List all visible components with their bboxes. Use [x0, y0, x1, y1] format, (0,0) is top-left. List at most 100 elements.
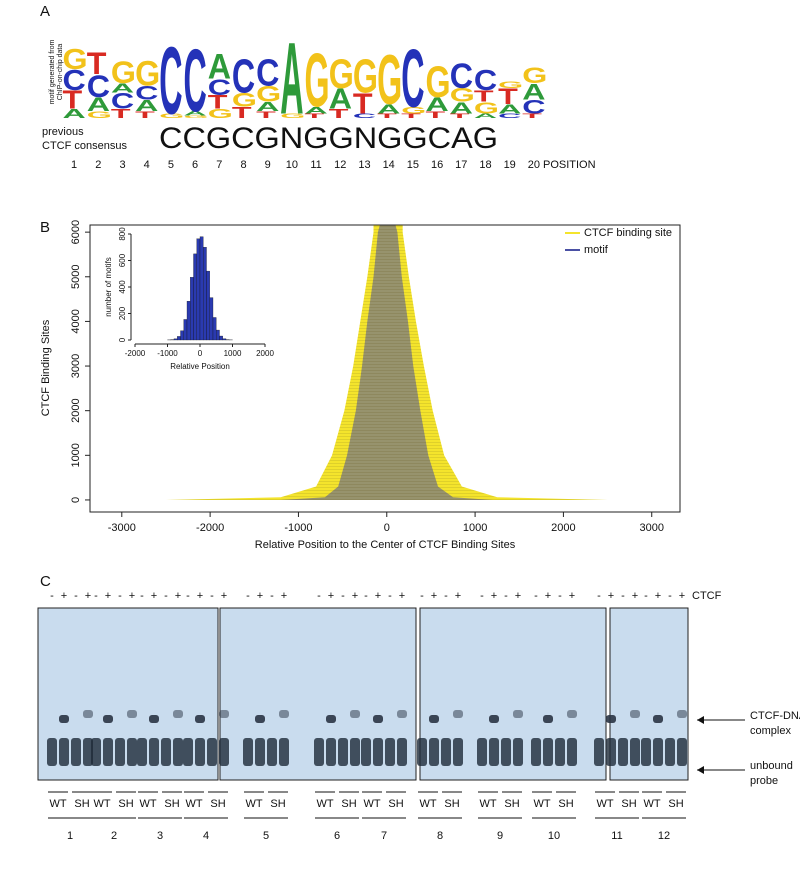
group-number: 8	[437, 830, 443, 842]
probe-band	[161, 738, 171, 766]
y-tick-label: 6000	[70, 220, 82, 244]
probe-band	[219, 738, 229, 766]
histogram-bar	[219, 335, 223, 341]
logo-letter: C	[63, 65, 86, 97]
lane-sign: -	[317, 590, 321, 602]
logo-letter: C	[184, 31, 207, 131]
logo-letter: A	[305, 105, 328, 116]
wt-label: WT	[533, 798, 550, 810]
y-tick-label: 800	[118, 227, 127, 241]
group-number: 9	[497, 830, 503, 842]
probe-band	[618, 738, 628, 766]
logo-letter: C	[135, 82, 158, 104]
lane-sign: +	[455, 590, 461, 602]
logo-letter: T	[329, 107, 349, 121]
lane-sign: -	[270, 590, 274, 602]
histogram-bar	[173, 338, 178, 341]
legend-label: motif	[584, 244, 609, 256]
x-tick-label: 2000	[551, 522, 575, 534]
sh-label: SH	[388, 798, 403, 810]
lane-sign: -	[94, 590, 98, 602]
probe-band	[594, 738, 604, 766]
wt-label: WT	[596, 798, 613, 810]
probe-band	[665, 738, 675, 766]
complex-band	[373, 715, 383, 723]
lane-sign: +	[281, 590, 287, 602]
logo-letter: G	[184, 115, 209, 119]
lane-sign: -	[558, 590, 562, 602]
histogram-bar	[186, 301, 191, 341]
position-label: 15	[407, 159, 419, 171]
group-number: 4	[203, 830, 209, 842]
lane-sign: +	[431, 590, 437, 602]
logo-letter: A	[87, 94, 110, 116]
sh-label: SH	[270, 798, 285, 810]
probe-band	[417, 738, 427, 766]
logo-letter: C	[474, 65, 497, 97]
complex-band	[653, 715, 663, 723]
complex-band	[255, 715, 265, 723]
histogram-bar	[199, 236, 204, 341]
complex-band	[195, 715, 205, 723]
probe-band	[243, 738, 253, 766]
group-number: 10	[548, 830, 560, 842]
logo-letter: A	[256, 100, 280, 114]
x-axis-label: Relative Position to the Center of CTCF …	[255, 539, 516, 551]
lane-sign: +	[569, 590, 575, 602]
sh-label: SH	[210, 798, 225, 810]
probe-band	[71, 738, 81, 766]
probe-band	[91, 738, 101, 766]
logo-letter: T	[63, 87, 83, 115]
wt-label: WT	[139, 798, 156, 810]
lane-sign: +	[61, 590, 67, 602]
position-label: 3	[119, 159, 125, 171]
logo-letter: G	[450, 84, 475, 106]
y-tick-label: 0	[118, 337, 127, 342]
y-tick-label: 600	[118, 253, 127, 267]
histogram-bar	[203, 247, 207, 341]
lane-sign: +	[105, 590, 111, 602]
x-tick-label: 0	[384, 522, 390, 534]
area-texture	[280, 225, 493, 500]
probe-band	[314, 738, 324, 766]
probe-band	[653, 738, 663, 766]
probe-band	[501, 738, 511, 766]
complex-band	[149, 715, 159, 723]
position-label: POSITION	[543, 159, 596, 171]
probe-band	[441, 738, 451, 766]
histogram-bar	[180, 330, 184, 341]
lane-sign: +	[655, 590, 661, 602]
histogram-bar	[196, 238, 201, 341]
complex-label: CTCF-DNA	[750, 710, 800, 722]
lane-sign: -	[50, 590, 54, 602]
logo-letter: C	[450, 58, 473, 97]
y-tick-label: 400	[118, 280, 127, 294]
probe-band	[137, 738, 147, 766]
logo-letter: C	[256, 52, 279, 94]
lane-sign: -	[504, 590, 508, 602]
logo-letter: C	[401, 33, 424, 125]
lane-sign: -	[534, 590, 538, 602]
legend-label: CTCF binding site	[584, 227, 672, 239]
y-tick-label: 200	[118, 306, 127, 320]
histogram-bar	[193, 253, 197, 341]
complex-band	[279, 710, 289, 718]
lane-sign: -	[186, 590, 190, 602]
position-label: 14	[383, 159, 395, 171]
lane-sign: -	[341, 590, 345, 602]
complex-band	[567, 710, 577, 718]
logo-letter: C	[159, 28, 182, 135]
logo-letter: G	[401, 105, 426, 116]
sh-label: SH	[74, 798, 89, 810]
lane-sign: +	[85, 590, 91, 602]
wt-label: WT	[49, 798, 66, 810]
logo-letter: C	[208, 75, 231, 100]
position-label: 6	[192, 159, 198, 171]
probe-band	[183, 738, 193, 766]
logo-letter: C	[232, 49, 255, 103]
lane-sign: +	[221, 590, 227, 602]
logo-letter: A	[111, 82, 135, 96]
y-tick-label: 3000	[70, 354, 82, 378]
lane-sign: +	[491, 590, 497, 602]
